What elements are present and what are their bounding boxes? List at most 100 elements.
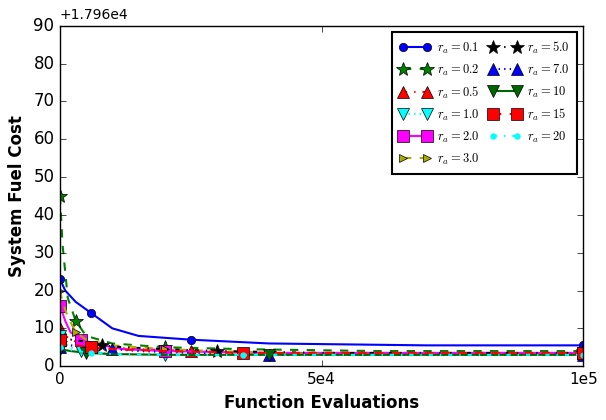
$r_a =7.0$ [108,346,116,352]
$r_a =3.0$ [59,299,66,304]
$r_a =10$ [580,352,587,357]
$r_a =0.2$ [72,318,79,323]
$r_a =7.0$ [370,352,378,357]
$r_a =15$ [161,349,168,354]
$r_a =20$ [56,345,64,350]
$r_a =1.0$ [119,352,127,357]
$r_a =2.0$ [161,349,168,354]
$r_a =7.0$ [187,350,195,355]
$r_a =1.0$ [580,352,587,357]
$r_a =15$ [239,350,247,355]
$r_a =0.2$ [239,346,247,352]
$r_a =2.0$ [580,350,587,355]
$r_a =0.5$ [135,346,142,352]
Line: $r_a =5.0$: $r_a =5.0$ [53,333,590,360]
$r_a =0.5$ [82,343,90,348]
$r_a =20$ [62,346,69,352]
$r_a =2.0$ [370,350,378,355]
$r_a =1.0$ [265,352,273,357]
$r_a =0.1$ [62,288,69,293]
Line: $r_a =3.0$: $r_a =3.0$ [56,286,587,359]
$r_a =5.0$ [213,349,221,354]
$r_a =1.0$ [67,345,74,350]
$r_a =7.0$ [580,352,587,357]
$r_a =0.5$ [187,349,195,354]
$r_a =7.0$ [265,352,273,357]
$r_a =0.5$ [62,333,69,339]
$r_a =15$ [370,350,378,355]
$r_a =15$ [108,346,116,352]
$r_a =2.0$ [77,337,84,342]
Line: $r_a =0.5$: $r_a =0.5$ [55,323,589,359]
Line: $r_a =7.0$: $r_a =7.0$ [55,340,589,360]
Line: $r_a =15$: $r_a =15$ [55,334,589,359]
$r_a =7.0$ [475,352,482,357]
$r_a =1.0$ [98,350,105,355]
$r_a =20$ [239,352,247,357]
$r_a =0.2$ [82,333,90,339]
$r_a =2.0$ [67,330,74,335]
$r_a =0.1$ [187,337,195,342]
$r_a =0.1$ [265,341,273,346]
Line: $r_a =20$: $r_a =20$ [55,342,589,360]
$r_a =0.2$ [64,296,72,301]
$r_a =15$ [56,337,64,342]
$r_a =20$ [161,352,168,357]
$r_a =0.1$ [135,333,142,339]
$r_a =2.0$ [119,346,127,352]
$r_a =5.0$ [318,350,325,355]
$r_a =10$ [67,349,74,354]
$r_a =15$ [62,341,69,346]
$r_a =1.0$ [161,352,168,357]
$r_a =10$ [56,346,64,352]
$r_a =0.5$ [72,339,79,344]
$r_a =2.0$ [265,350,273,355]
$r_a =20$ [72,349,79,354]
Line: $r_a =2.0$: $r_a =2.0$ [55,300,589,359]
$r_a =0.2$ [56,193,64,198]
$r_a =10$ [265,352,273,357]
$r_a =10$ [82,350,90,355]
$r_a =0.2$ [580,349,587,354]
Text: +1.796e4: +1.796e4 [60,8,128,22]
$r_a =1.0$ [370,352,378,357]
$r_a =20$ [108,352,116,357]
Line: $r_a =1.0$: $r_a =1.0$ [55,331,589,360]
$r_a =3.0$ [64,315,72,320]
Line: $r_a =0.1$: $r_a =0.1$ [56,275,587,349]
$r_a =10$ [370,352,378,357]
$r_a =5.0$ [161,346,168,352]
$r_a =7.0$ [135,349,142,354]
$r_a =5.0$ [67,337,74,342]
$r_a =3.0$ [370,352,378,357]
$r_a =0.5$ [108,345,116,350]
$r_a =3.0$ [82,337,90,342]
$r_a =0.5$ [56,326,64,331]
$r_a =2.0$ [62,318,69,323]
$r_a =0.1$ [56,277,64,282]
$r_a =3.0$ [72,330,79,335]
$r_a =20$ [475,352,482,357]
$r_a =3.0$ [265,350,273,355]
$r_a =3.0$ [580,352,587,357]
$r_a =0.5$ [370,350,378,355]
$r_a =5.0$ [82,339,90,344]
$r_a =15$ [72,343,79,348]
$r_a =7.0$ [67,343,74,348]
$r_a =2.0$ [98,343,105,348]
$r_a =15$ [88,345,95,350]
Legend: $r_a =0.1$, $r_a =0.2$, $r_a =0.5$, $r_a =1.0$, $r_a =2.0$, $r_a =3.0$, $r_a =5.: $r_a =0.1$, $r_a =0.2$, $r_a =0.5$, $r_a… [392,32,577,174]
$r_a =0.2$ [370,349,378,354]
$r_a =2.0$ [56,303,64,308]
$r_a =3.0$ [56,288,64,293]
$r_a =0.2$ [108,341,116,346]
$r_a =5.0$ [119,345,127,350]
$r_a =10$ [108,352,116,357]
$r_a =0.1$ [580,343,587,348]
$r_a =10$ [161,352,168,357]
$r_a =20$ [88,350,95,355]
$r_a =5.0$ [449,350,456,355]
$r_a =5.0$ [580,350,587,355]
X-axis label: Function Evaluations: Function Evaluations [224,394,419,412]
$r_a =0.5$ [265,350,273,355]
